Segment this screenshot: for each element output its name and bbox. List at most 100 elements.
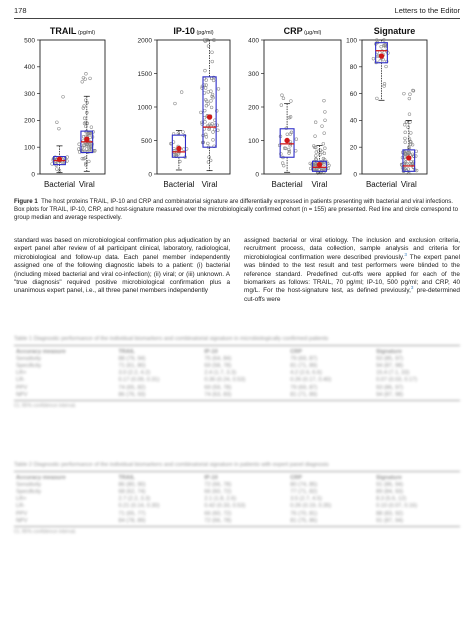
table-1-grid: Accuracy measure TRAIL IP-10 CRP Signature Se… — [14, 348, 460, 398]
table-cell: LR+ — [16, 370, 27, 377]
data-point — [211, 138, 215, 142]
data-point — [320, 160, 325, 164]
paragraph-right-b: The expert panel was blinded to the test… — [244, 253, 461, 295]
data-point — [408, 92, 412, 96]
group-label: Bacterial — [163, 180, 194, 189]
table-row: Specificity 71 (61, 80) 69 (58, 78) 81 (71,… — [14, 362, 460, 369]
table-cell: 80 (74, 85) — [290, 481, 318, 488]
table-cell: 66 (60, 72) — [204, 488, 232, 495]
table-cell: LR+ — [16, 496, 27, 503]
group-label: Bacterial — [44, 180, 75, 189]
data-point — [203, 120, 207, 124]
y-tick-label: 2000 — [138, 37, 153, 44]
data-point — [318, 148, 323, 152]
table-header-row: Accuracy measure TRAIL IP-10 CRP Signature — [14, 474, 460, 481]
data-point — [57, 168, 62, 173]
table-row: Specificity 68 (62, 74) 66 (60, 72) 77 (71,… — [14, 488, 460, 495]
data-point — [84, 130, 88, 134]
table-cell: Specificity — [16, 362, 42, 369]
table-cell: 8.3 (5.6, 12) — [376, 496, 407, 503]
table-header-row: Accuracy measure TRAIL IP-10 CRP Signature — [14, 348, 460, 355]
table-cell: TRAIL — [118, 474, 135, 481]
data-point — [209, 89, 213, 93]
table-row: Sensitivity 88 (79, 94) 75 (64, 84) 79 (69,… — [14, 355, 460, 362]
table-row: NPV 84 (78, 89) 72 (66, 78) 81 (75, 86) 91 (… — [14, 517, 460, 524]
paragraph-left: standard was based on microbiological co… — [14, 237, 230, 295]
data-point — [378, 59, 382, 63]
y-tick-label: 300 — [24, 91, 35, 98]
table-cell: 0.36 (0.24, 0.53) — [204, 377, 246, 384]
mean-marker — [84, 136, 90, 142]
panel-frame — [156, 39, 231, 175]
data-point — [84, 147, 89, 151]
y-tick-label: 80 — [350, 64, 358, 71]
data-point — [57, 126, 61, 131]
table-cell: 0.26 (0.17, 0.40) — [290, 377, 332, 384]
figure-label: Figure 1 — [14, 198, 38, 205]
box — [279, 128, 295, 158]
header-rule — [14, 18, 460, 19]
data-point — [203, 108, 207, 113]
data-point — [371, 56, 376, 61]
mean-marker — [56, 156, 63, 162]
data-point — [206, 102, 210, 106]
table-row: NPV 86 (76, 93) 74 (63, 83) 81 (71, 89) 94 (… — [14, 391, 460, 398]
data-point — [55, 120, 59, 124]
table-cell: 75 (64, 84) — [204, 355, 232, 362]
body-text-left: standard was based on microbiological co… — [14, 237, 230, 296]
y-tick-label: 500 — [141, 138, 152, 145]
data-point — [323, 110, 327, 114]
data-point — [89, 125, 94, 129]
data-point — [174, 152, 178, 157]
table-cell: 81 (71, 89) — [290, 391, 318, 398]
data-point — [287, 149, 292, 154]
data-point — [382, 82, 387, 86]
running-header: 178 Letters to the Editor — [14, 6, 460, 18]
group-label: Viral — [79, 180, 95, 189]
y-tick-label: 1500 — [138, 71, 153, 78]
data-point — [206, 90, 210, 94]
table-cell: 89 (84, 93) — [376, 488, 404, 495]
data-point — [375, 96, 379, 101]
data-point — [403, 130, 407, 135]
table-cell: CRP — [290, 348, 303, 355]
box — [202, 76, 217, 148]
y-tick-label: 0 — [353, 171, 357, 178]
data-point — [321, 142, 325, 146]
figure-caption-text: The host proteins TRAIL, IP-10 and CRP a… — [14, 198, 458, 222]
reference-link[interactable]: 3 — [410, 285, 414, 291]
data-point — [323, 146, 327, 150]
data-point — [199, 110, 203, 115]
table-cell: 72 (66, 78) — [204, 481, 232, 488]
data-point — [414, 168, 419, 173]
table-cell: CRP — [290, 474, 303, 481]
table-cell: 88 (79, 94) — [118, 355, 146, 362]
data-point — [179, 90, 184, 94]
page-number: 178 — [14, 6, 27, 15]
data-point — [384, 64, 388, 69]
data-point — [379, 44, 383, 49]
table-cell: 74 (63, 83) — [204, 391, 232, 398]
table-1-footnote: CI, 95% confidence interval. — [14, 403, 77, 410]
data-point — [406, 167, 410, 171]
data-point — [204, 104, 209, 108]
table-cell: 15.4 (7.1, 33) — [376, 370, 410, 377]
data-point — [318, 152, 322, 157]
data-point — [289, 99, 293, 103]
table-row: LR- 0.17 (0.09, 0.31) 0.36 (0.24, 0.53) 0.2… — [14, 377, 460, 384]
data-point — [283, 146, 287, 150]
table-cell: 93 (86, 97) — [376, 384, 404, 391]
table-cell: 72 (66, 78) — [204, 517, 232, 524]
table-cell: 0.26 (0.19, 0.35) — [290, 503, 332, 510]
data-point — [382, 84, 386, 88]
table-cell: 0.21 (0.14, 0.30) — [118, 503, 160, 510]
table-cell: LR- — [16, 503, 26, 510]
data-point — [80, 80, 84, 84]
data-point — [322, 131, 326, 135]
paragraph-right-a: assigned bacterial or viral etiology. Th… — [244, 237, 460, 261]
data-point — [82, 104, 86, 108]
table-cell: 3.0 (2.2, 4.2) — [118, 370, 151, 377]
reference-link[interactable]: 3 — [404, 251, 407, 257]
y-tick-label: 100 — [24, 145, 35, 152]
